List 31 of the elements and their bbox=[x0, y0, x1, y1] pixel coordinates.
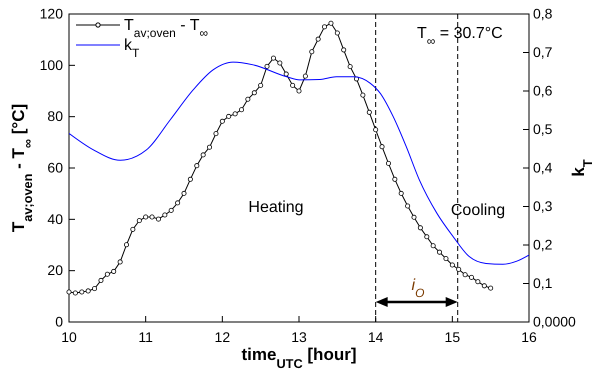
y2-tick-label: 0,7 bbox=[533, 44, 553, 60]
y2-tick-label: 0,0000 bbox=[533, 313, 576, 330]
x-tick-label: 14 bbox=[368, 328, 384, 345]
x-tick-label: 10 bbox=[61, 328, 77, 345]
x-tick-label: 15 bbox=[444, 328, 460, 345]
annotation: Cooling bbox=[450, 202, 506, 219]
x-tick-label: 13 bbox=[291, 328, 307, 345]
y-tick-label: 40 bbox=[47, 210, 64, 227]
legend-label: k$_{T}$ bbox=[124, 37, 140, 60]
x-axis-title: time$_{UTC}$ [hour] bbox=[241, 345, 357, 370]
y2-tick-label: 0,1 bbox=[533, 274, 553, 291]
y2-tick-label: 0,6 bbox=[533, 82, 553, 98]
y-tick-label: 20 bbox=[47, 262, 64, 278]
x-tick-label: 11 bbox=[138, 328, 154, 345]
annotation: i$_{O}$ bbox=[412, 277, 424, 300]
y-tick-label: 0 bbox=[55, 313, 64, 330]
y2-tick-label: 0,4 bbox=[533, 159, 553, 176]
y-tick-label: 100 bbox=[40, 56, 64, 73]
y2-tick-label: 0,2 bbox=[533, 236, 553, 252]
y2-tick-label: 0,8 bbox=[533, 5, 553, 22]
y-tick-label: 60 bbox=[47, 159, 64, 176]
x-tick-label: 12 bbox=[214, 328, 230, 345]
y2-tick-label: 0,3 bbox=[533, 198, 553, 214]
y2-tick-label: 0,5 bbox=[533, 120, 553, 137]
y-tick-label: 120 bbox=[40, 5, 64, 22]
x-tick-label: 16 bbox=[521, 328, 537, 345]
annotation: Heating bbox=[248, 199, 304, 216]
legend-label: T$_{av;oven}$ - T$_{∞}$ bbox=[124, 17, 209, 40]
annotation: T$_{∞}$ = 30.7°C bbox=[417, 25, 503, 48]
y-tick-label: 80 bbox=[47, 108, 64, 124]
line-series bbox=[69, 62, 529, 265]
